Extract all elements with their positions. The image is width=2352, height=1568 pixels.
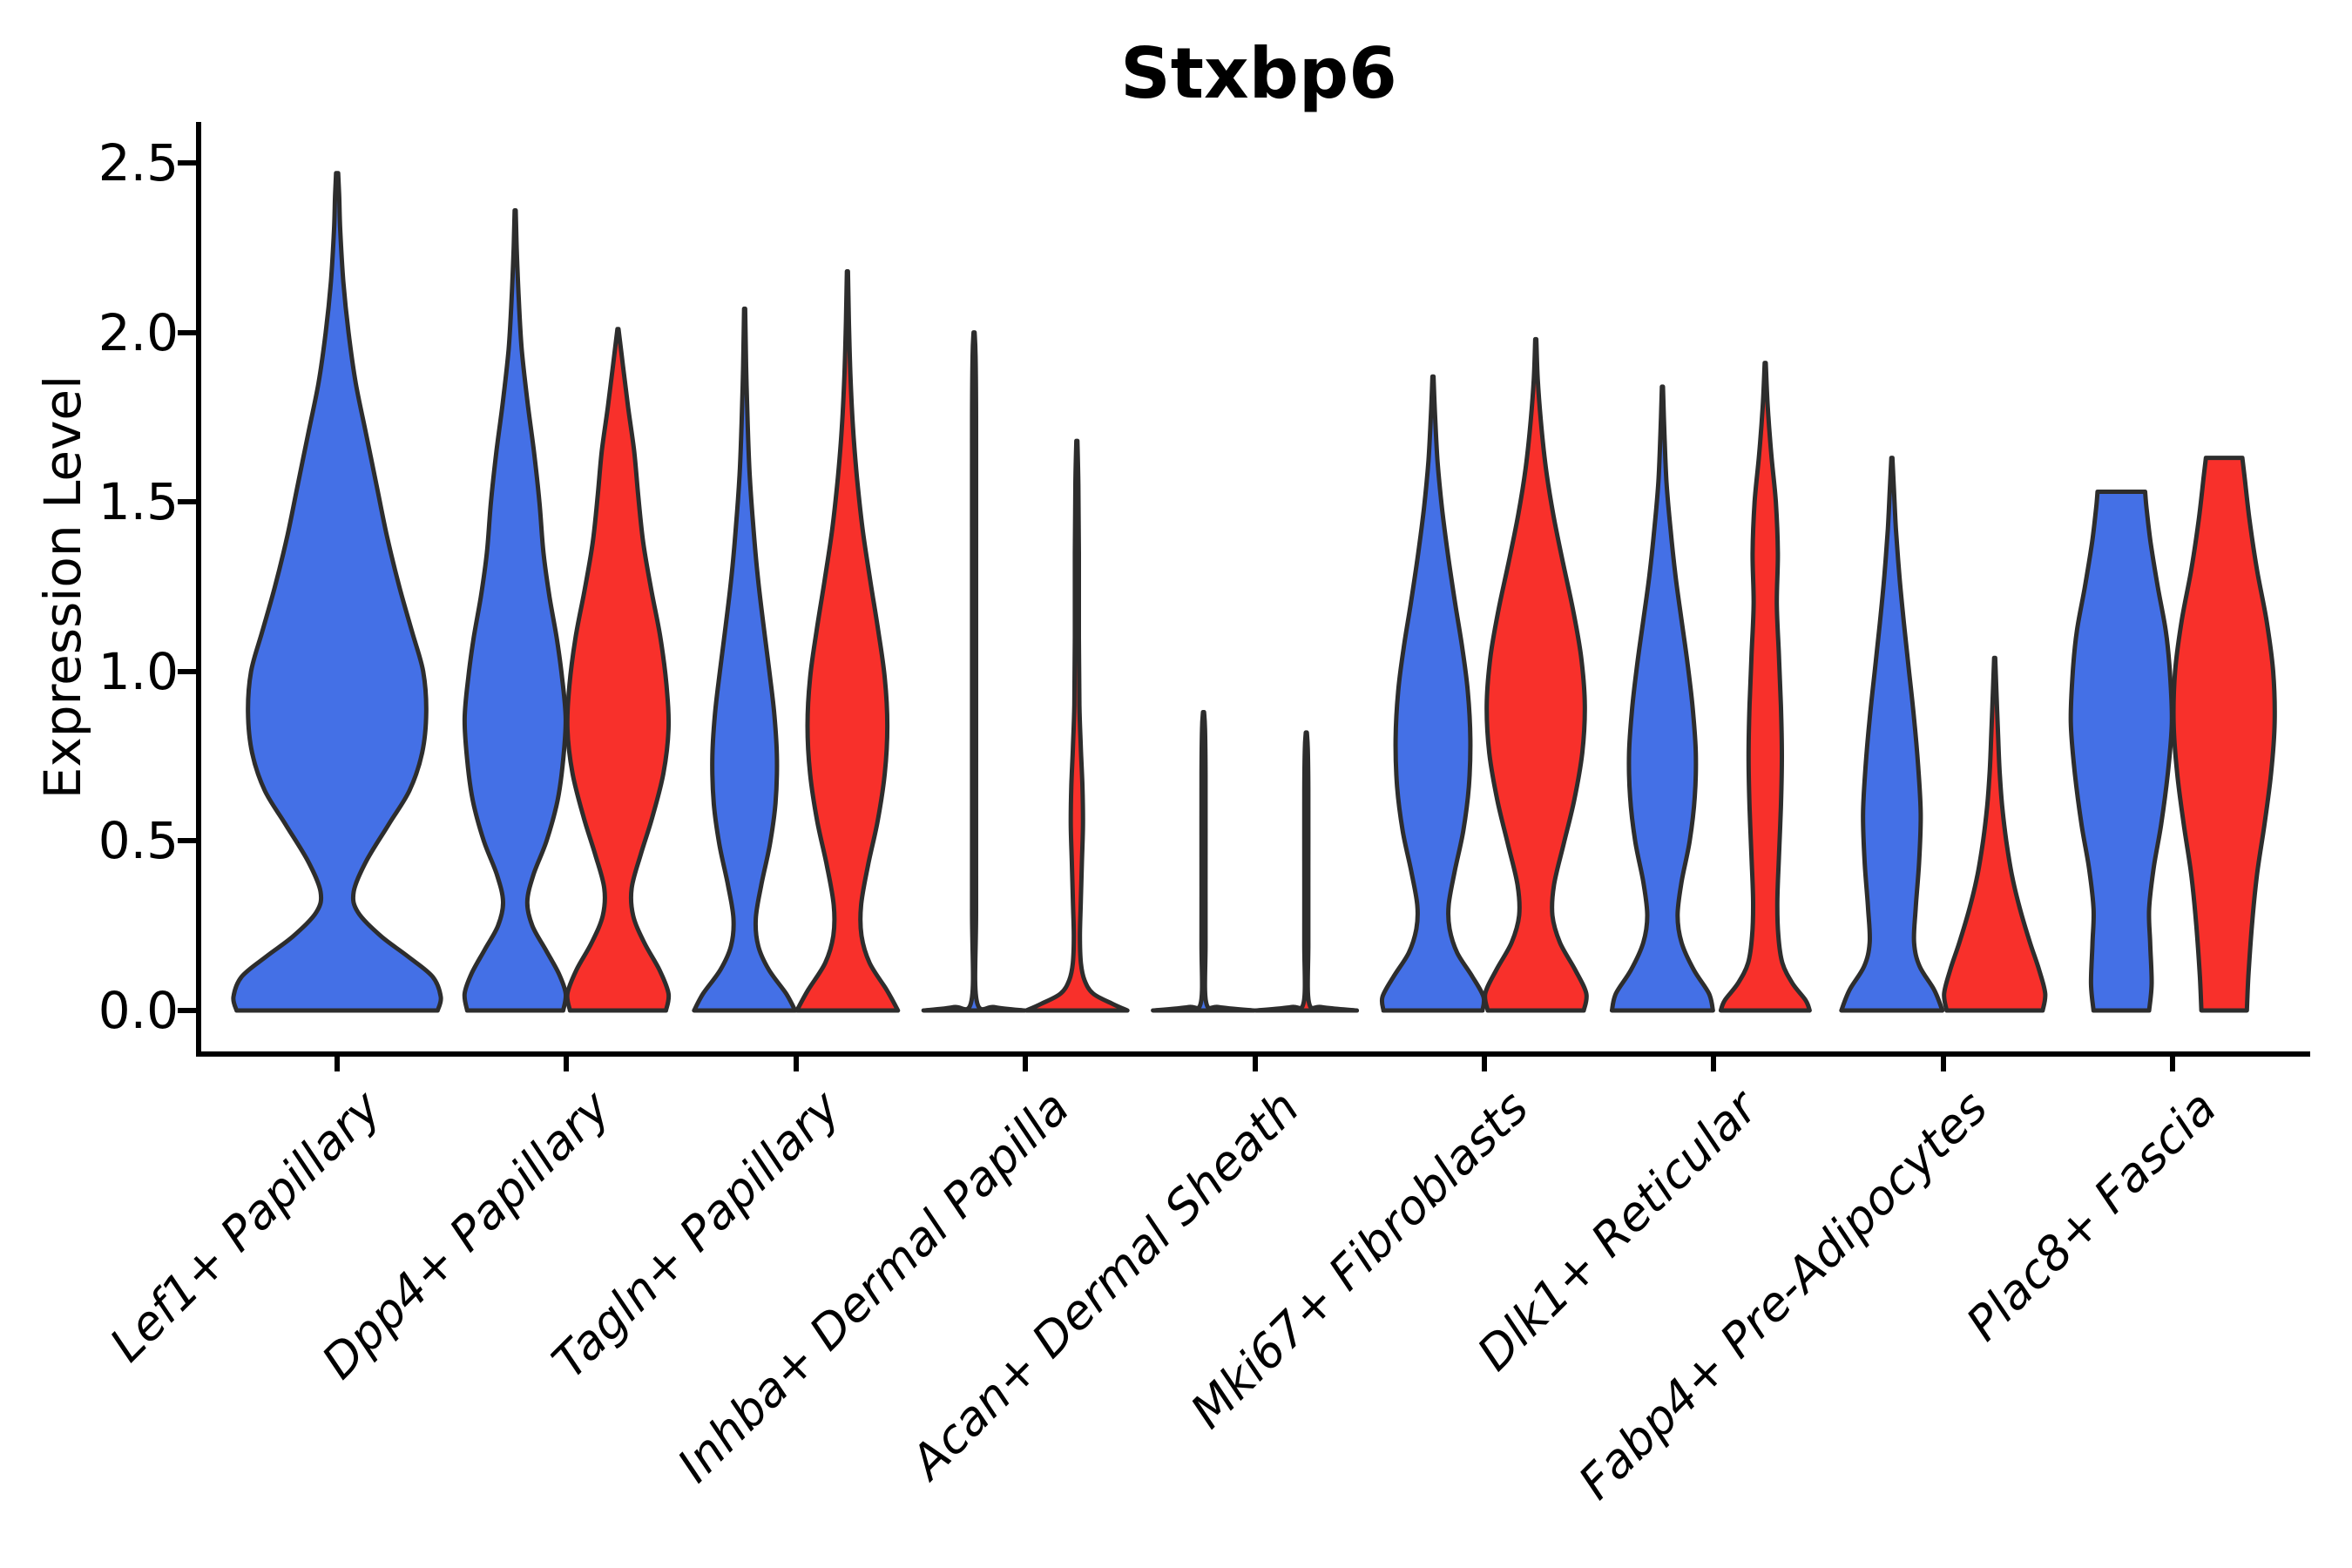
violin-3-red <box>1024 438 1130 1013</box>
violin-8-red <box>2171 456 2277 1013</box>
x-tick-marks <box>335 1054 2175 1071</box>
violin-5-red <box>1483 336 1589 1013</box>
y-tick-label: 0.0 <box>98 981 179 1040</box>
violin-7-red <box>1942 655 2048 1013</box>
y-tick-label: 2.5 <box>98 133 179 193</box>
violin-4-red <box>1254 730 1360 1013</box>
y-tick-label: 1.0 <box>98 642 179 701</box>
violins-layer <box>231 171 2277 1013</box>
chart-title: Stxbp6 <box>1120 33 1397 114</box>
violin-0-blue <box>231 171 443 1013</box>
y-tick-label: 0.5 <box>98 811 179 870</box>
violin-3-blue <box>921 330 1027 1013</box>
violin-8-blue <box>2068 490 2174 1013</box>
violin-1-blue <box>462 208 569 1013</box>
violin-2-blue <box>692 306 798 1013</box>
violin-1-red <box>564 327 672 1013</box>
violin-4-blue <box>1151 710 1257 1013</box>
y-tick-label: 1.5 <box>98 472 179 531</box>
violin-5-blue <box>1379 374 1487 1013</box>
violin-2-red <box>794 269 901 1013</box>
violin-6-red <box>1718 361 1812 1013</box>
y-tick-label: 2.0 <box>98 303 179 362</box>
y-tick-marks <box>178 160 199 1013</box>
violin-7-blue <box>1839 456 1945 1013</box>
violin-6-blue <box>1609 384 1715 1013</box>
